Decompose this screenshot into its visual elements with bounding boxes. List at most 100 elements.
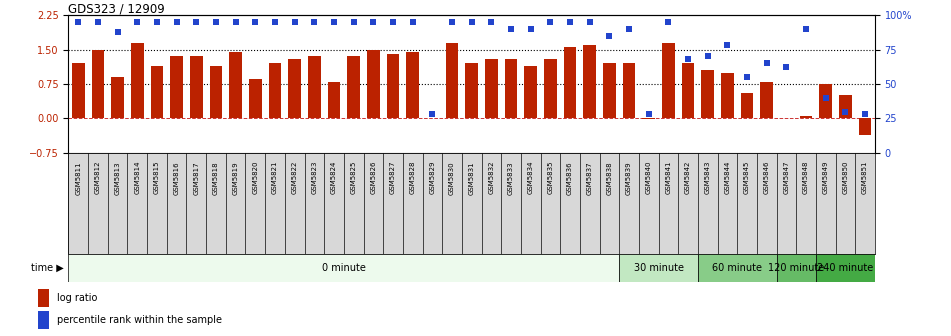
Text: 240 minute: 240 minute — [817, 263, 874, 273]
FancyBboxPatch shape — [855, 153, 875, 254]
Point — [188, 19, 204, 25]
Bar — [485, 59, 497, 119]
Point — [464, 19, 479, 25]
Text: GSM5847: GSM5847 — [784, 161, 789, 195]
FancyBboxPatch shape — [462, 153, 481, 254]
FancyBboxPatch shape — [127, 153, 147, 254]
Point — [149, 19, 165, 25]
Point — [838, 109, 853, 114]
Text: log ratio: log ratio — [57, 293, 97, 303]
FancyBboxPatch shape — [68, 254, 619, 282]
Point — [602, 33, 617, 39]
Text: GSM5835: GSM5835 — [548, 161, 553, 195]
FancyBboxPatch shape — [777, 254, 816, 282]
Text: GSM5844: GSM5844 — [725, 161, 730, 194]
FancyBboxPatch shape — [68, 153, 88, 254]
Text: GSM5837: GSM5837 — [587, 161, 592, 195]
FancyBboxPatch shape — [796, 153, 816, 254]
FancyBboxPatch shape — [757, 153, 777, 254]
Point — [326, 19, 341, 25]
Bar — [308, 56, 320, 119]
Text: GSM5821: GSM5821 — [272, 161, 278, 195]
Text: GSM5811: GSM5811 — [75, 161, 81, 195]
Point — [681, 56, 696, 62]
Point — [799, 26, 814, 32]
FancyBboxPatch shape — [501, 153, 521, 254]
FancyBboxPatch shape — [442, 153, 462, 254]
Point — [405, 19, 420, 25]
FancyBboxPatch shape — [206, 153, 225, 254]
FancyBboxPatch shape — [560, 153, 580, 254]
FancyBboxPatch shape — [186, 153, 206, 254]
Text: GSM5840: GSM5840 — [646, 161, 651, 195]
Bar — [150, 66, 164, 119]
FancyBboxPatch shape — [521, 153, 540, 254]
Point — [641, 112, 656, 117]
Point — [503, 26, 518, 32]
Point — [818, 95, 833, 100]
Bar — [662, 43, 675, 119]
Bar — [268, 64, 281, 119]
Bar — [367, 50, 379, 119]
Text: GSM5846: GSM5846 — [764, 161, 769, 195]
Text: GSM5828: GSM5828 — [410, 161, 416, 195]
Bar — [682, 64, 694, 119]
Bar — [544, 59, 556, 119]
FancyBboxPatch shape — [777, 153, 796, 254]
Text: GSM5824: GSM5824 — [331, 161, 337, 194]
Point — [366, 19, 381, 25]
Point — [70, 19, 86, 25]
Text: GSM5842: GSM5842 — [685, 161, 691, 194]
FancyBboxPatch shape — [304, 153, 324, 254]
Bar — [170, 56, 183, 119]
Point — [169, 19, 184, 25]
Text: time ▶: time ▶ — [31, 263, 64, 273]
FancyBboxPatch shape — [580, 153, 599, 254]
Point — [385, 19, 400, 25]
Point — [90, 19, 106, 25]
FancyBboxPatch shape — [737, 153, 757, 254]
Text: GSM5822: GSM5822 — [292, 161, 298, 194]
Text: GSM5815: GSM5815 — [154, 161, 160, 195]
FancyBboxPatch shape — [816, 254, 875, 282]
Text: percentile rank within the sample: percentile rank within the sample — [57, 315, 223, 325]
Text: GSM5843: GSM5843 — [705, 161, 710, 195]
Text: GSM5834: GSM5834 — [528, 161, 534, 195]
Bar — [426, 118, 438, 119]
Point — [267, 19, 282, 25]
Point — [287, 19, 302, 25]
FancyBboxPatch shape — [245, 153, 265, 254]
Bar — [603, 64, 616, 119]
Point — [208, 19, 223, 25]
Point — [228, 19, 243, 25]
Text: GSM5830: GSM5830 — [449, 161, 455, 195]
Point — [307, 19, 322, 25]
Text: 0 minute: 0 minute — [321, 263, 366, 273]
Text: GSM5820: GSM5820 — [252, 161, 259, 195]
Text: 30 minute: 30 minute — [633, 263, 684, 273]
Text: GSM5825: GSM5825 — [351, 161, 357, 194]
Point — [543, 19, 558, 25]
FancyBboxPatch shape — [422, 153, 442, 254]
Text: GSM5845: GSM5845 — [744, 161, 750, 194]
Text: GSM5812: GSM5812 — [95, 161, 101, 195]
Bar — [209, 66, 223, 119]
FancyBboxPatch shape — [88, 153, 107, 254]
Text: GSM5839: GSM5839 — [626, 161, 632, 195]
Bar — [701, 70, 714, 119]
Bar — [820, 84, 832, 119]
Text: GSM5831: GSM5831 — [469, 161, 475, 195]
FancyBboxPatch shape — [678, 153, 698, 254]
FancyBboxPatch shape — [481, 153, 501, 254]
Text: 120 minute: 120 minute — [768, 263, 825, 273]
Point — [858, 112, 873, 117]
Point — [661, 19, 676, 25]
Bar — [583, 45, 596, 119]
Text: GSM5817: GSM5817 — [193, 161, 200, 195]
Text: GSM5850: GSM5850 — [843, 161, 848, 195]
Point — [523, 26, 538, 32]
FancyBboxPatch shape — [107, 153, 127, 254]
Bar — [38, 311, 49, 329]
Bar — [406, 52, 419, 119]
FancyBboxPatch shape — [225, 153, 245, 254]
